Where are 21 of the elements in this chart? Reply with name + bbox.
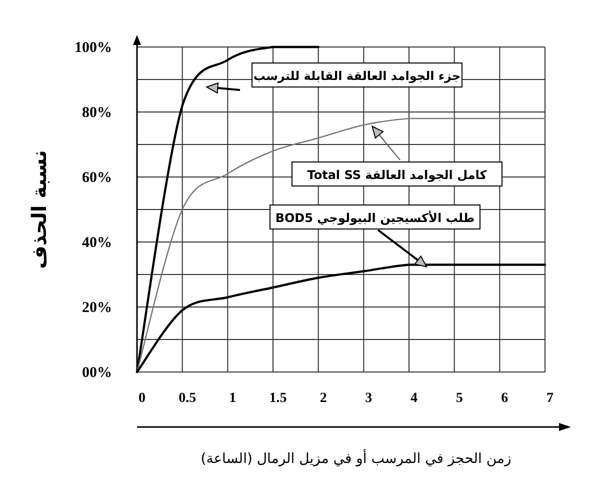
x-tick-label: 5 [456,391,463,406]
x-tick-label: 3 [365,391,372,406]
y-axis-title: نسبة الحذف [27,150,51,269]
y-tick-label: 100% [74,40,112,56]
series-label: جزء الجوامد العالقة القابلة للترسب [253,69,461,83]
x-tick-label: 0.5 [178,391,196,406]
x-tick-label: 1.5 [269,391,287,406]
text: كامل الجوامد العالقة Total SS [307,168,487,182]
x-tick-label: 0 [138,391,146,406]
x-tick-label: 1 [229,391,236,406]
y-tick-label: 60% [82,170,112,186]
y-tick-label: 00% [82,365,112,381]
y-tick-label: 80% [82,105,112,121]
y-tick-label: 40% [82,235,112,251]
text: طلب الأكسيجين البيولوجي BOD5 [275,210,475,225]
x-axis-title: زمن الحجز في المرسب أو في مزيل الرمال (الساعة) [200,449,512,467]
x-tick-label: 4 [410,391,418,406]
x-tick-label: 6 [501,391,508,406]
x-tick-label: 7 [546,391,554,406]
x-tick-label: 2 [320,391,327,406]
y-tick-label: 20% [82,300,112,316]
